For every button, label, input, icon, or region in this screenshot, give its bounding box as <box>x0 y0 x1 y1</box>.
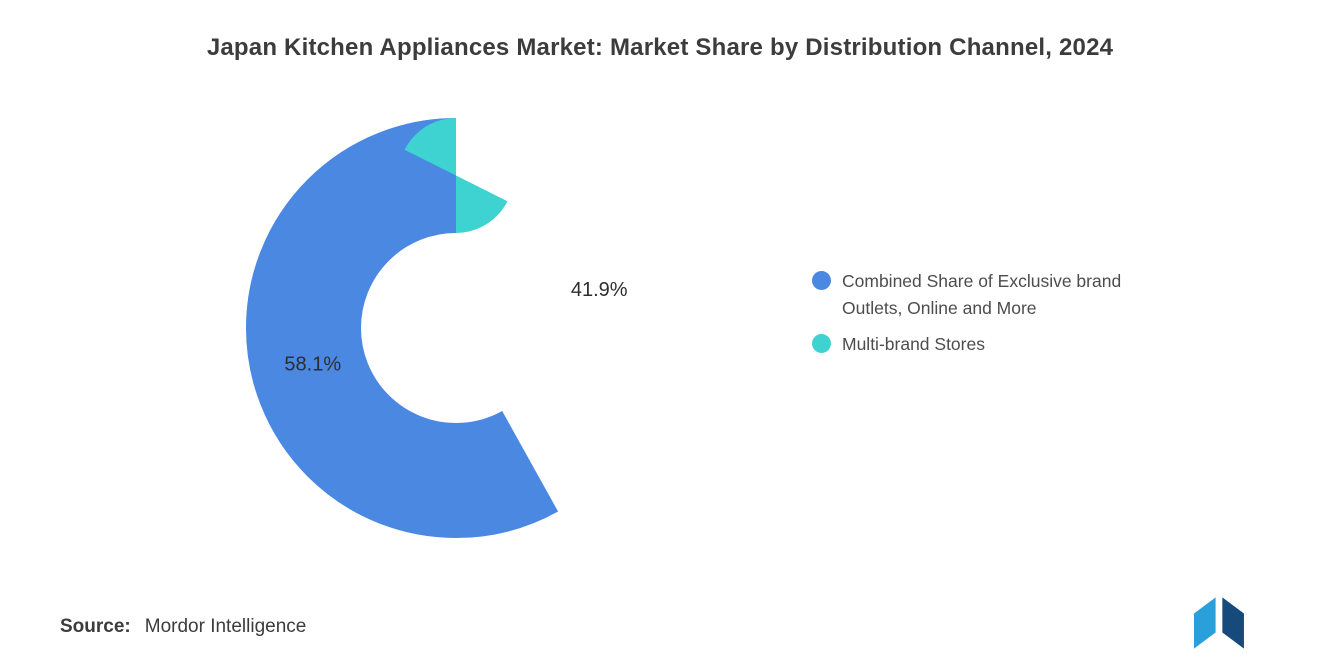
source-value: Mordor Intelligence <box>144 616 307 637</box>
mordor-intelligence-logo <box>1194 597 1244 649</box>
donut-chart: 58.1% 41.9% <box>246 118 666 538</box>
legend-label: Combined Share of Exclusive brand Outlet… <box>842 271 1122 319</box>
legend-item-1: Multi-brand Stores <box>812 331 1152 358</box>
chart-title: Japan Kitchen Appliances Market: Market … <box>206 34 1114 61</box>
logo-left-shape <box>1194 597 1216 649</box>
source-label: Source: <box>60 616 131 637</box>
donut-slice-1 <box>246 118 666 538</box>
legend-label: Multi-brand Stores <box>842 334 985 355</box>
legend-marker-icon <box>812 271 831 290</box>
source-row: Source: Mordor Intelligence <box>60 616 306 638</box>
logo-right-shape <box>1222 597 1244 649</box>
slice-value-label: 41.9% <box>571 279 628 301</box>
slice-value-label: 58.1% <box>284 354 341 376</box>
donut-slice-0 <box>246 118 666 538</box>
donut-svg: 58.1% 41.9% <box>246 118 666 538</box>
legend-item-0: Combined Share of Exclusive brand Outlet… <box>812 268 1152 322</box>
legend-marker-icon <box>812 334 831 354</box>
legend: Combined Share of Exclusive brand Outlet… <box>812 268 1152 367</box>
